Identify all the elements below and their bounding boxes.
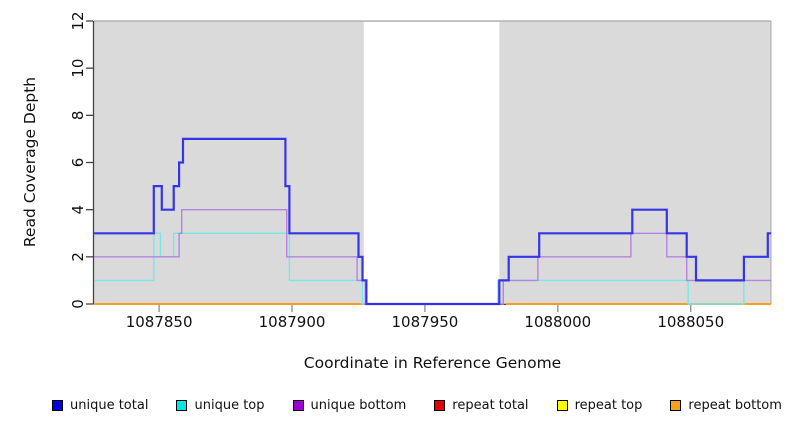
legend-item-unique-total: unique total [52, 398, 148, 413]
legend-swatch-icon [292, 400, 304, 411]
legend-item-unique-bottom: unique bottom [292, 398, 407, 413]
series-unique-total [94, 137, 771, 306]
y-tick-label: 0 [69, 299, 87, 309]
legend-label: repeat total [452, 398, 529, 413]
legend-label: unique top [194, 398, 265, 413]
x-axis-label: Coordinate in Reference Genome [303, 354, 562, 372]
legend-label: repeat top [574, 398, 643, 413]
x-tick-label: 1087950 [392, 313, 459, 331]
y-tick-label: 8 [69, 111, 87, 121]
y-tick-label: 10 [69, 59, 87, 78]
y-axis-label: Read Coverage Depth [21, 76, 39, 248]
legend-label: unique bottom [310, 398, 407, 413]
series-unique-top [94, 232, 771, 305]
legend-swatch-icon [670, 400, 682, 411]
x-tick-label: 1088000 [524, 313, 591, 331]
x-tick-label: 1087850 [126, 313, 193, 331]
y-tick-label: 2 [69, 252, 87, 262]
legend-label: repeat bottom [688, 398, 782, 413]
coverage-plot-canvas: 1087850 1087900 1087950 1088000 1088050 0 2 4 6 8… [69, 11, 772, 331]
no-data-region [363, 21, 500, 305]
legend: unique total unique top unique bottom repea… [52, 398, 782, 413]
legend-item-unique-top: unique top [176, 398, 265, 413]
legend-item-repeat-bottom: repeat bottom [670, 398, 782, 413]
legend-label: unique total [70, 398, 149, 413]
y-tick-label: 4 [69, 205, 87, 215]
x-tick-label: 1088050 [657, 313, 724, 331]
y-tick-label: 12 [69, 11, 87, 30]
y-tick-label: 6 [69, 158, 87, 168]
legend-swatch-icon [556, 400, 568, 411]
legend-swatch-icon [52, 400, 63, 411]
legend-swatch-icon [434, 400, 446, 411]
legend-swatch-icon [176, 400, 188, 411]
legend-item-repeat-top: repeat top [556, 398, 643, 413]
legend-item-repeat-total: repeat total [434, 398, 529, 413]
x-tick-label: 1087900 [259, 313, 326, 331]
